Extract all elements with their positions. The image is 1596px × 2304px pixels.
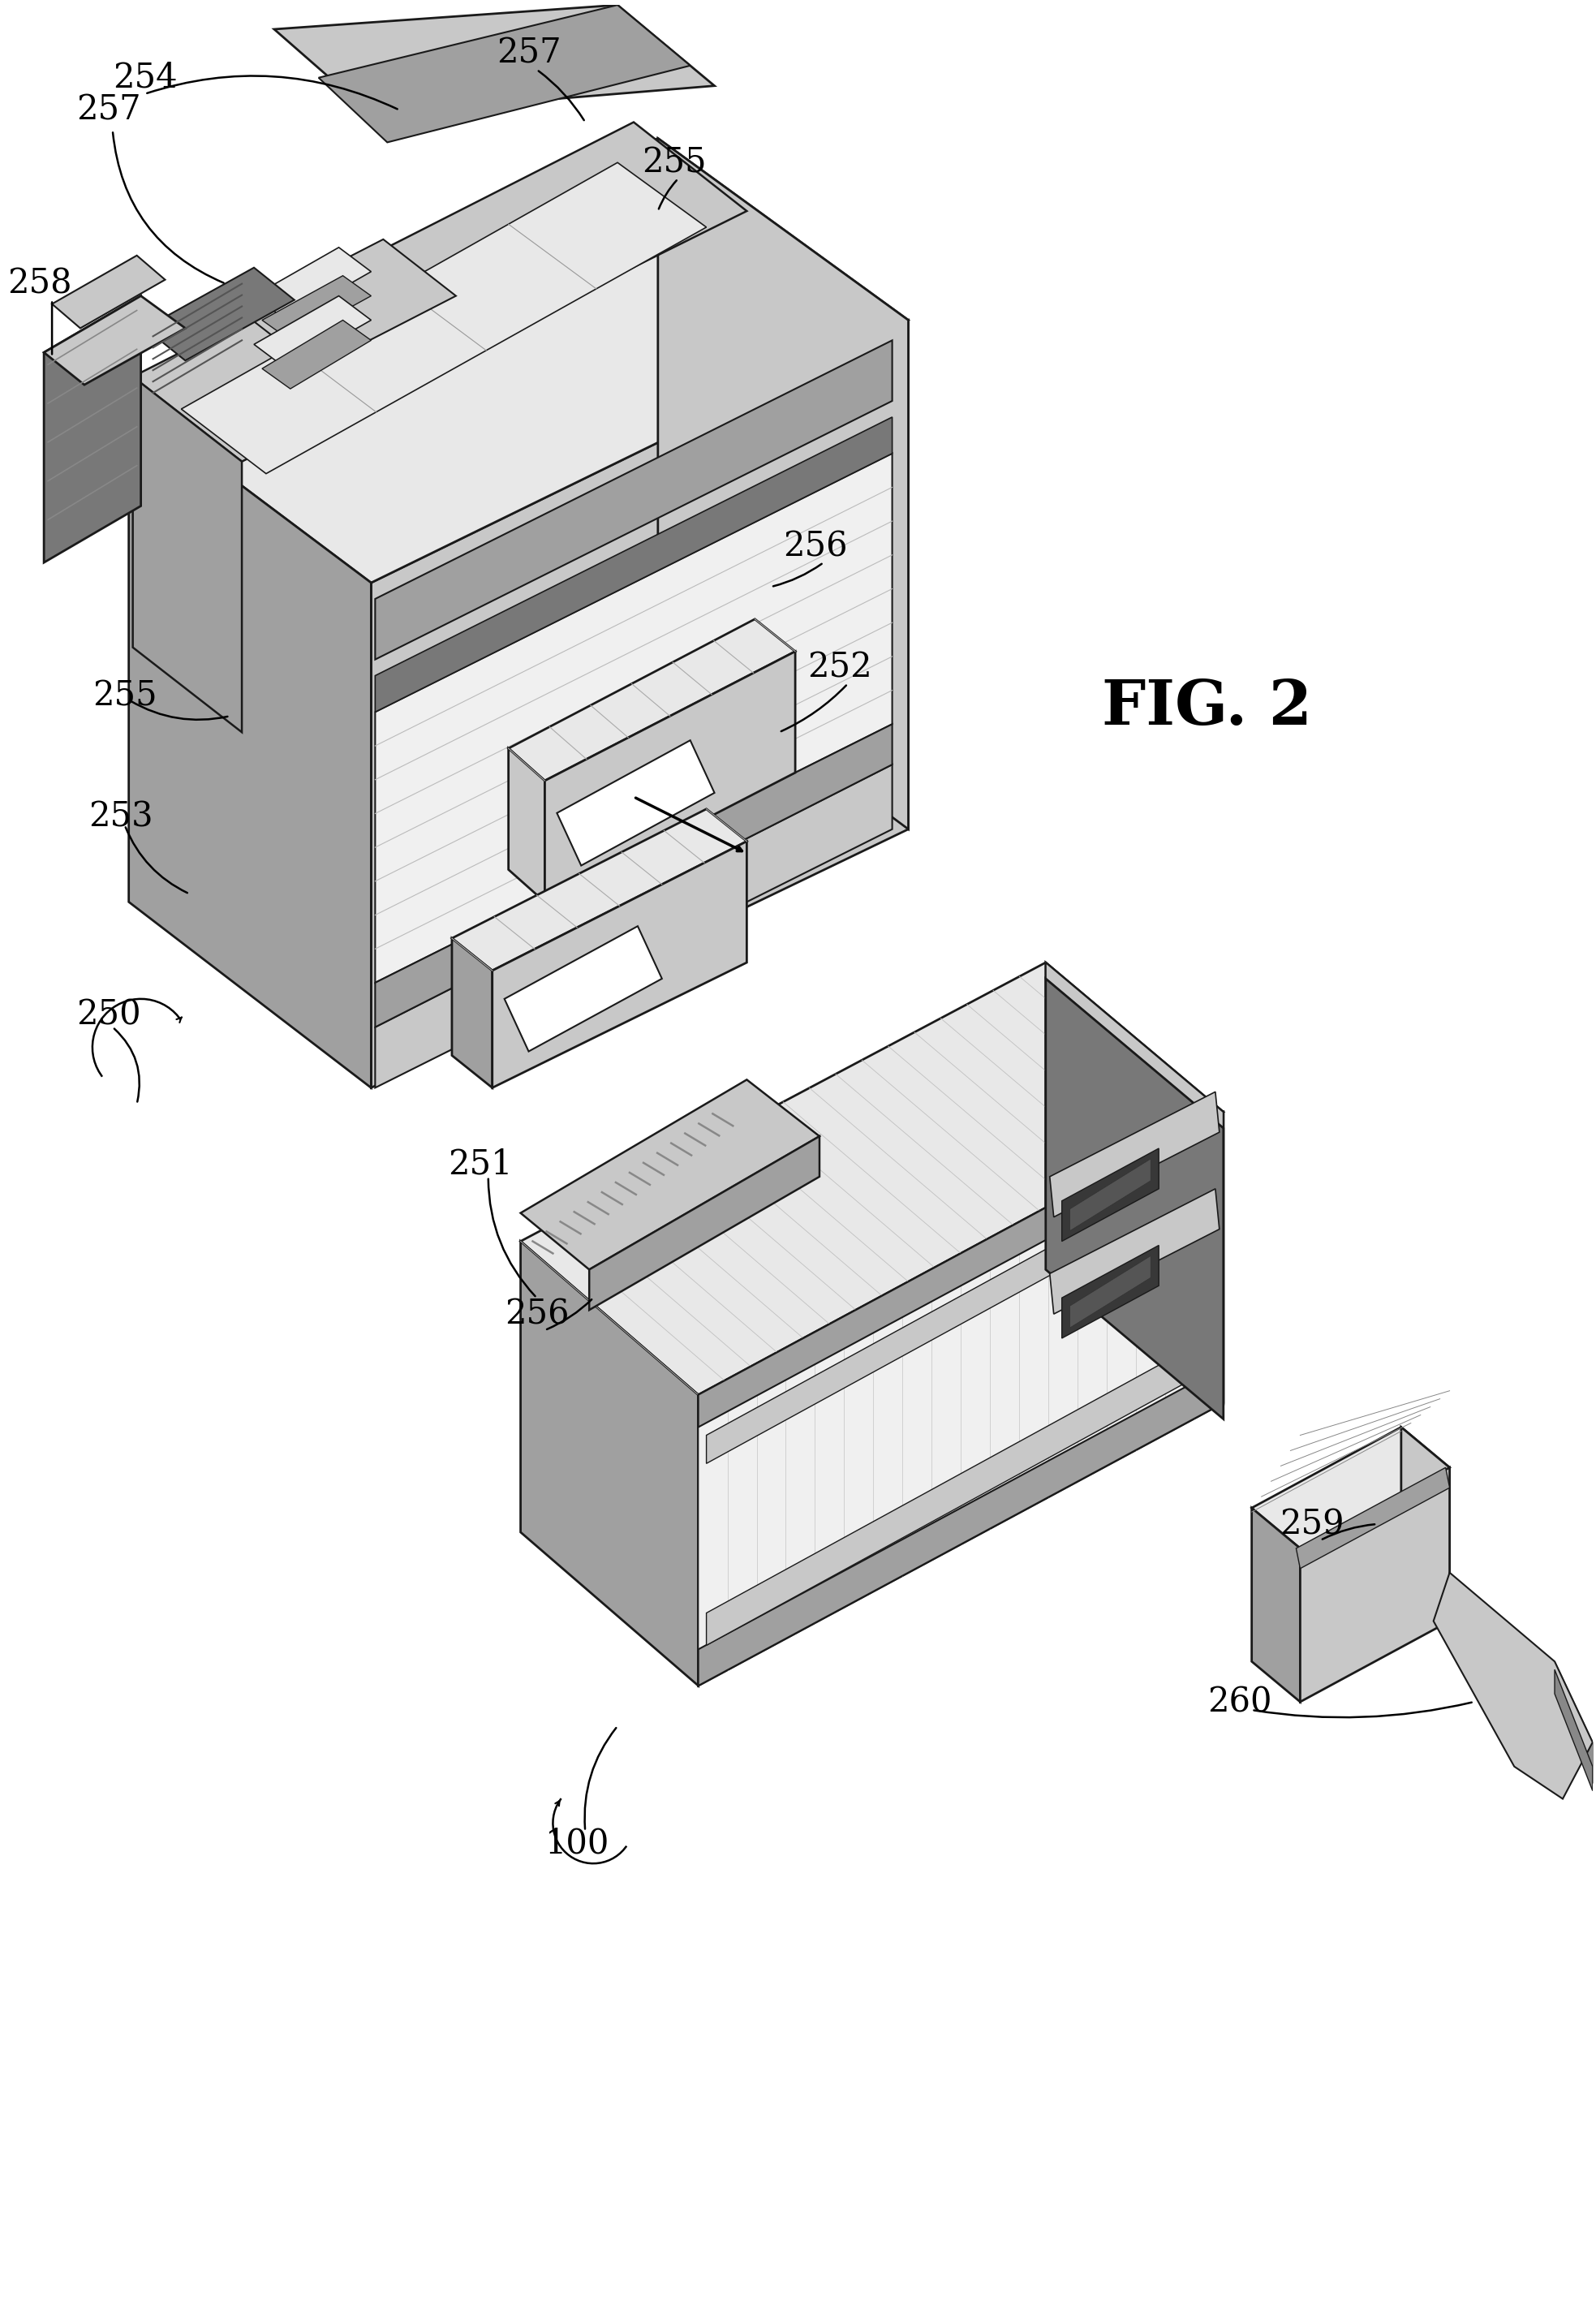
Polygon shape — [1050, 1092, 1219, 1217]
Polygon shape — [262, 276, 372, 341]
Text: 253: 253 — [88, 799, 153, 834]
Polygon shape — [707, 1157, 1215, 1463]
Text: 255: 255 — [642, 145, 707, 180]
Polygon shape — [275, 5, 715, 115]
Polygon shape — [707, 1334, 1215, 1645]
Polygon shape — [53, 256, 164, 327]
Polygon shape — [509, 749, 544, 901]
Text: 259: 259 — [1280, 1507, 1344, 1541]
Polygon shape — [375, 454, 892, 984]
Polygon shape — [254, 295, 372, 369]
Text: 254: 254 — [113, 60, 177, 94]
Polygon shape — [1296, 1468, 1449, 1569]
Polygon shape — [375, 417, 892, 712]
Polygon shape — [1061, 1147, 1159, 1242]
Text: 250: 250 — [77, 998, 140, 1032]
Polygon shape — [375, 341, 892, 659]
Text: 256: 256 — [504, 1297, 570, 1332]
Polygon shape — [319, 5, 689, 143]
Polygon shape — [145, 267, 294, 359]
Polygon shape — [1401, 1426, 1449, 1622]
Polygon shape — [452, 809, 747, 970]
Polygon shape — [132, 122, 747, 461]
Text: 251: 251 — [448, 1147, 512, 1182]
Polygon shape — [1251, 1426, 1449, 1548]
Polygon shape — [375, 765, 892, 1087]
Polygon shape — [589, 1136, 819, 1311]
Polygon shape — [1045, 963, 1224, 1129]
Text: 100: 100 — [544, 1827, 610, 1859]
Polygon shape — [1555, 1670, 1593, 1790]
Text: 255: 255 — [93, 680, 156, 712]
Polygon shape — [1251, 1507, 1301, 1703]
Polygon shape — [1045, 963, 1224, 1403]
Polygon shape — [262, 320, 372, 389]
Polygon shape — [1061, 1246, 1159, 1339]
Text: 252: 252 — [808, 650, 871, 684]
Polygon shape — [45, 295, 185, 385]
Polygon shape — [699, 1366, 1224, 1687]
Polygon shape — [1045, 979, 1224, 1419]
Polygon shape — [699, 1113, 1224, 1426]
Polygon shape — [520, 963, 1224, 1394]
Polygon shape — [254, 247, 372, 320]
Polygon shape — [509, 620, 795, 781]
Polygon shape — [520, 1081, 819, 1270]
Text: 257: 257 — [496, 37, 560, 71]
Polygon shape — [520, 1242, 699, 1687]
Polygon shape — [129, 138, 908, 583]
Polygon shape — [1050, 1189, 1219, 1313]
Polygon shape — [1069, 1256, 1151, 1327]
Polygon shape — [45, 295, 140, 562]
Polygon shape — [504, 926, 662, 1051]
Polygon shape — [375, 723, 892, 1028]
Polygon shape — [243, 240, 456, 369]
Text: 258: 258 — [8, 267, 72, 302]
Polygon shape — [557, 740, 715, 866]
Polygon shape — [372, 320, 908, 1087]
Text: 257: 257 — [77, 92, 140, 127]
Polygon shape — [1433, 1574, 1593, 1799]
Polygon shape — [1069, 1159, 1151, 1230]
Polygon shape — [132, 376, 243, 733]
Polygon shape — [699, 1113, 1224, 1687]
Text: 256: 256 — [784, 530, 847, 564]
Polygon shape — [658, 138, 908, 829]
Polygon shape — [182, 164, 707, 475]
Polygon shape — [492, 841, 747, 1087]
Polygon shape — [129, 401, 372, 1087]
Polygon shape — [452, 938, 492, 1087]
Polygon shape — [544, 652, 795, 901]
Text: 260: 260 — [1207, 1684, 1272, 1719]
Polygon shape — [1301, 1468, 1449, 1703]
Text: FIG. 2: FIG. 2 — [1103, 677, 1312, 737]
